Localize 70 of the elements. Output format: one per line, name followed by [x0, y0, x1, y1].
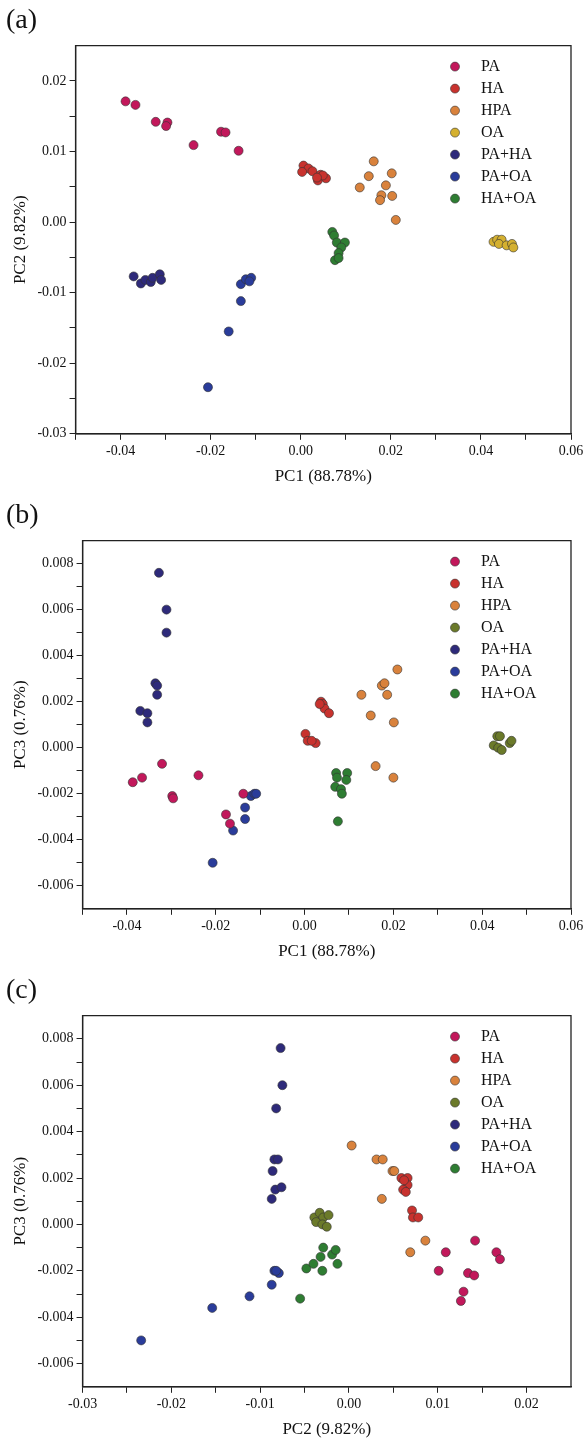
legend-label: PA+OA: [481, 166, 533, 184]
x-tick-label: -0.01: [245, 1395, 275, 1411]
y-tick-label: 0.002: [42, 1169, 74, 1185]
x-axis-title: PC1 (88.78%): [278, 941, 376, 961]
y-tick-label: -0.004: [37, 831, 74, 847]
y-tick-label: -0.01: [37, 284, 67, 300]
x-tick-label: -0.02: [156, 1395, 186, 1411]
x-tick-label: 0.01: [425, 1395, 451, 1411]
x-tick-label: 0.00: [288, 442, 314, 458]
x-tick-label: 0.04: [468, 442, 494, 458]
y-axis-title: PC3 (0.76%): [9, 680, 29, 770]
legend-label: HPA: [481, 100, 512, 118]
legend-label: PA+OA: [481, 661, 533, 679]
x-tick-label: -0.03: [67, 1395, 98, 1411]
y-tick-label: -0.002: [37, 1262, 74, 1278]
y-tick-label: 0.002: [42, 693, 74, 709]
legend-label: PA+HA: [481, 639, 533, 657]
legend-label: PA+HA: [481, 1114, 533, 1132]
x-tick-label: 0.02: [514, 1395, 539, 1411]
x-axis-title: PC2 (9.82%): [282, 1419, 372, 1439]
x-tick-label: 0.00: [292, 917, 317, 933]
y-tick-label: 0.004: [42, 1123, 74, 1139]
chart-title: (c): [6, 973, 38, 1005]
y-tick-label: 0.006: [42, 1076, 74, 1092]
y-tick-label: -0.006: [37, 877, 74, 893]
chart-title: (a): [6, 3, 38, 35]
y-axis-title: PC2 (9.82%): [9, 195, 29, 285]
y-tick-label: -0.03: [37, 425, 67, 441]
y-tick-label: -0.02: [37, 354, 67, 370]
y-tick-label: 0.006: [42, 601, 74, 617]
legend-label: PA: [481, 551, 501, 569]
legend-label: HA: [481, 573, 505, 591]
y-tick-label: 0.008: [42, 555, 74, 571]
legend-label: HA+OA: [481, 188, 537, 206]
x-tick-label: 0.02: [381, 917, 406, 933]
y-tick-label: 0.01: [42, 143, 67, 159]
y-tick-label: 0.000: [42, 1216, 74, 1232]
y-tick-label: 0.004: [42, 647, 74, 663]
y-tick-label: 0.008: [42, 1030, 74, 1046]
x-axis-title: PC1 (88.78%): [274, 466, 372, 486]
legend-label: PA: [481, 1026, 501, 1044]
legend-label: OA: [481, 122, 505, 140]
legend-label: OA: [481, 1092, 505, 1110]
legend-label: PA+OA: [481, 1136, 533, 1154]
legend-label: OA: [481, 617, 505, 635]
chart-title: (b): [6, 498, 39, 530]
y-tick-label: 0.000: [42, 739, 74, 755]
x-tick-label: 0.04: [469, 917, 495, 933]
legend-label: HA: [481, 78, 505, 96]
x-tick-label: 0.02: [378, 442, 404, 458]
y-axis-title: PC3 (0.76%): [9, 1156, 29, 1246]
y-tick-label: -0.002: [37, 785, 74, 801]
x-tick-label: 0.06: [558, 442, 584, 458]
x-tick-label: -0.02: [201, 917, 231, 933]
legend-label: HA+OA: [481, 1158, 537, 1176]
x-tick-label: -0.04: [112, 917, 142, 933]
x-tick-label: -0.04: [106, 442, 136, 458]
legend-label: PA: [481, 56, 501, 74]
x-tick-label: -0.02: [196, 442, 226, 458]
y-tick-label: 0.02: [42, 72, 67, 88]
legend-label: HA+OA: [481, 683, 537, 701]
x-tick-label: 0.06: [558, 917, 584, 933]
x-tick-label: 0.00: [336, 1395, 362, 1411]
legend-label: PA+HA: [481, 144, 533, 162]
legend-label: HPA: [481, 595, 512, 613]
y-tick-label: 0.00: [42, 213, 67, 229]
y-tick-label: -0.004: [37, 1308, 74, 1324]
legend-label: HA: [481, 1048, 505, 1066]
legend-label: HPA: [481, 1070, 512, 1088]
y-tick-label: -0.006: [37, 1355, 74, 1371]
